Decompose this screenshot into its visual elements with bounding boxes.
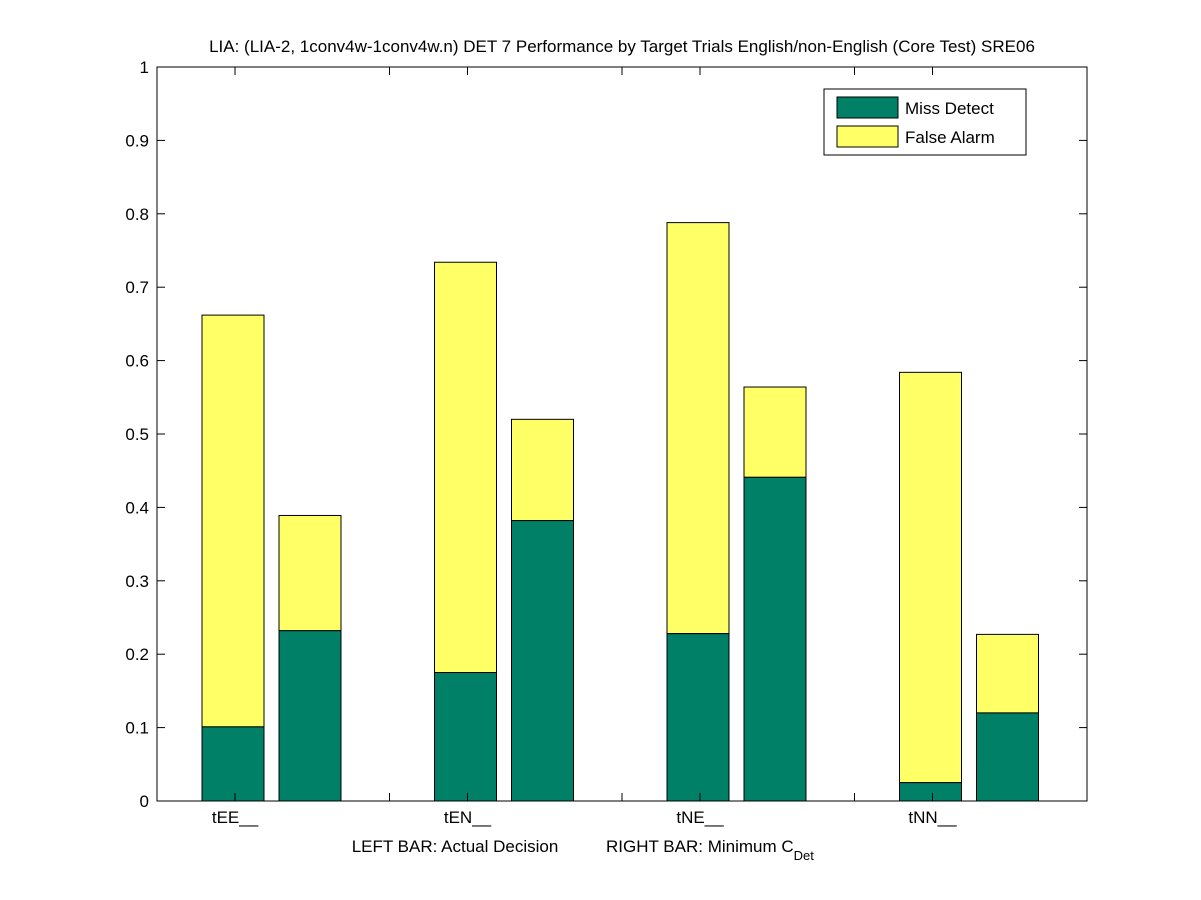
bar-ten-actual-miss-detect <box>434 672 497 802</box>
bar-tne-minimum-miss-detect <box>743 476 807 802</box>
bar-tee-actual-miss-detect <box>201 726 265 802</box>
y-tick-label: 0.5 <box>125 425 149 444</box>
y-tick-label: 0.2 <box>125 645 149 664</box>
plot-area: 0 0.1 0.2 0.3 0.4 0.5 0.6 0.7 0.8 0.9 1 tEE__ tEN__ t… <box>125 58 1088 827</box>
bar-ten-minimum-miss-detect <box>511 520 574 802</box>
bar-tnn-actual-miss-detect <box>899 782 962 802</box>
x-tick-label: tNN__ <box>908 808 957 827</box>
x-axis-label-left: LEFT BAR: Actual Decision <box>352 837 559 856</box>
bar-tnn-minimum-false-alarm <box>976 633 1039 714</box>
x-axis-label-right-subscript: Det <box>794 848 815 863</box>
x-tick-label: tEN__ <box>444 808 492 827</box>
bar-tee-actual-false-alarm <box>201 314 265 728</box>
bar-tee-minimum-miss-detect <box>278 630 342 802</box>
y-tick-label: 0.1 <box>125 719 149 738</box>
y-tick-label: 0.9 <box>125 131 149 150</box>
bar-tne-actual-false-alarm <box>666 222 730 635</box>
legend-swatch-false-alarm <box>836 125 899 148</box>
bar-tne-actual-miss-detect <box>666 633 730 802</box>
bar-tne-minimum-false-alarm <box>743 386 807 478</box>
legend-swatch-miss-detect <box>836 96 899 119</box>
y-tick-label: 1 <box>140 58 149 77</box>
legend-label-false-alarm: False Alarm <box>905 128 995 147</box>
bar-tnn-minimum-miss-detect <box>976 712 1039 802</box>
legend: Miss Detect False Alarm <box>823 88 1027 156</box>
y-tick-label: 0.7 <box>125 278 149 297</box>
x-tick-label: tNE__ <box>676 808 724 827</box>
legend-label-miss-detect: Miss Detect <box>905 99 994 118</box>
bar-ten-actual-false-alarm <box>434 261 497 674</box>
y-tick-label: 0 <box>140 792 149 811</box>
y-tick-label: 0.4 <box>125 498 149 517</box>
x-axis-label-right: RIGHT BAR: Minimum CDet <box>606 837 814 863</box>
x-axis-label-right-prefix: RIGHT BAR: Minimum C <box>606 837 794 856</box>
chart-title: LIA: (LIA-2, 1conv4w-1conv4w.n) DET 7 Pe… <box>209 37 1035 56</box>
bar-ten-minimum-false-alarm <box>511 418 574 522</box>
bar-tee-minimum-false-alarm <box>278 514 342 632</box>
y-tick-label: 0.8 <box>125 205 149 224</box>
y-tick-label: 0.6 <box>125 352 149 371</box>
y-tick-label: 0.3 <box>125 572 149 591</box>
x-tick-label: tEE__ <box>212 808 259 827</box>
bar-tnn-actual-false-alarm <box>899 371 962 784</box>
